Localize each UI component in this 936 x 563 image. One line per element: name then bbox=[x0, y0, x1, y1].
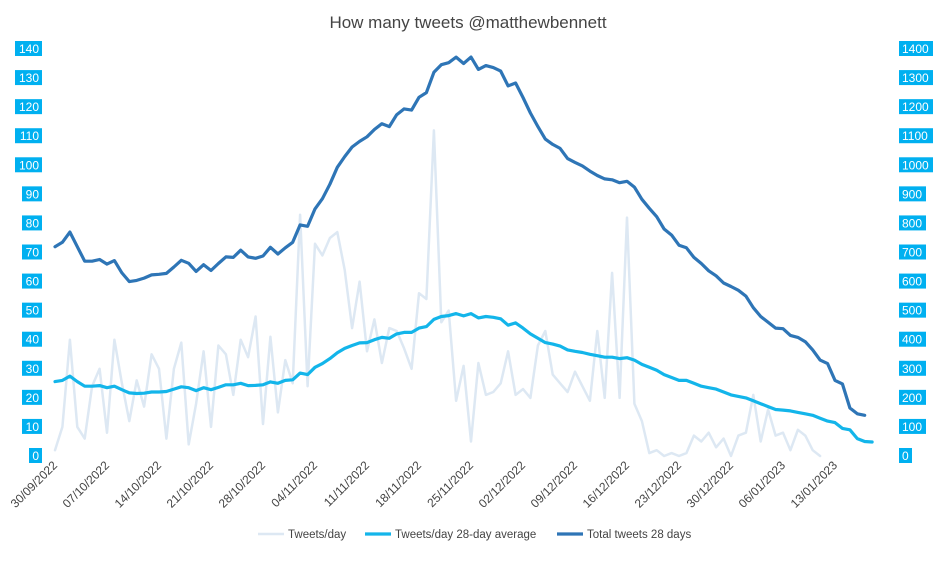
left-tick-label: 40 bbox=[26, 333, 40, 347]
right-tick-label: 1100 bbox=[902, 129, 928, 143]
left-tick-badge bbox=[29, 448, 42, 463]
series-layer bbox=[53, 55, 874, 458]
left-tick-badge bbox=[22, 186, 42, 202]
right-tick-label: 0 bbox=[902, 449, 909, 463]
left-tick-badge bbox=[22, 360, 42, 376]
left-y-axis: 0 10 20 30 40 50 60 70 80 90 100 110 120 130 140 bbox=[15, 41, 42, 463]
legend: Tweets/day Tweets/day 28-day average Total… bbox=[258, 529, 691, 541]
left-tick-label: 120 bbox=[19, 100, 39, 114]
right-tick-badge bbox=[899, 418, 926, 434]
right-tick-badge bbox=[899, 244, 926, 260]
left-tick-label: 90 bbox=[26, 187, 40, 201]
left-tick-label: 60 bbox=[26, 275, 40, 289]
series-line-1 bbox=[53, 129, 822, 458]
legend-label: Tweets/day bbox=[288, 529, 346, 541]
right-tick-badge bbox=[899, 448, 912, 463]
right-tick-label: 800 bbox=[902, 216, 922, 230]
left-tick-label: 0 bbox=[32, 449, 39, 463]
left-tick-badge bbox=[15, 157, 42, 173]
left-tick-badge bbox=[15, 99, 42, 115]
right-tick-label: 1400 bbox=[902, 42, 929, 56]
right-tick-badge bbox=[899, 215, 926, 231]
left-tick-label: 110 bbox=[20, 129, 39, 143]
left-tick-label: 30 bbox=[26, 362, 40, 376]
left-tick-badge bbox=[22, 331, 42, 347]
left-tick-label: 10 bbox=[26, 420, 40, 434]
right-tick-label: 600 bbox=[902, 275, 922, 289]
left-tick-label: 70 bbox=[26, 246, 40, 260]
legend-label: Tweets/day 28-day average bbox=[395, 529, 536, 541]
right-tick-badge bbox=[899, 41, 933, 56]
right-tick-label: 400 bbox=[902, 333, 922, 347]
right-tick-badge bbox=[899, 273, 926, 289]
left-tick-badge bbox=[15, 70, 42, 86]
chart-title: How many tweets @matthewbennett bbox=[329, 13, 606, 32]
right-tick-badge bbox=[899, 157, 933, 173]
left-tick-label: 50 bbox=[26, 304, 40, 318]
left-tick-label: 20 bbox=[26, 391, 40, 405]
left-tick-label: 100 bbox=[19, 158, 39, 172]
left-tick-badge bbox=[15, 128, 42, 144]
legend-label: Total tweets 28 days bbox=[587, 529, 691, 541]
left-tick-badge bbox=[22, 418, 42, 434]
right-tick-badge bbox=[899, 360, 926, 376]
right-tick-badge bbox=[899, 389, 926, 405]
left-tick-badge bbox=[15, 41, 42, 56]
series-line-2 bbox=[53, 312, 874, 444]
left-tick-badge bbox=[22, 273, 42, 289]
left-tick-label: 80 bbox=[26, 216, 40, 230]
right-tick-badge bbox=[899, 302, 926, 318]
right-tick-label: 700 bbox=[902, 246, 922, 260]
right-tick-badge bbox=[899, 70, 933, 86]
right-tick-label: 100 bbox=[902, 420, 922, 434]
left-tick-label: 140 bbox=[19, 42, 39, 56]
right-tick-label: 900 bbox=[902, 187, 922, 201]
left-tick-badge bbox=[22, 215, 42, 231]
right-tick-label: 1200 bbox=[902, 100, 929, 114]
right-tick-badge bbox=[899, 186, 926, 202]
right-tick-label: 500 bbox=[902, 304, 922, 318]
right-tick-label: 1000 bbox=[902, 158, 929, 172]
right-tick-badge bbox=[899, 331, 926, 347]
series-line-3 bbox=[53, 55, 867, 417]
left-tick-badge bbox=[22, 302, 42, 318]
right-tick-label: 300 bbox=[902, 362, 922, 376]
right-tick-badge bbox=[899, 99, 933, 115]
left-tick-badge bbox=[22, 244, 42, 260]
left-tick-label: 130 bbox=[19, 71, 39, 85]
left-tick-badge bbox=[22, 389, 42, 405]
right-tick-badge bbox=[899, 128, 933, 144]
right-tick-label: 1300 bbox=[902, 71, 929, 85]
right-tick-label: 200 bbox=[902, 391, 922, 405]
right-y-axis: 0 100 200 300 400 500 600 700 800 900 1000 1100 1200… bbox=[899, 41, 933, 463]
